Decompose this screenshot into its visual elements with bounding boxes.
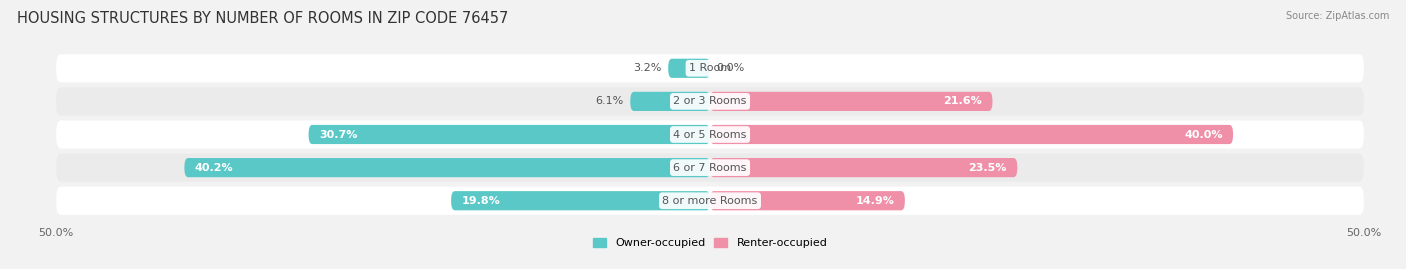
FancyBboxPatch shape <box>710 158 1018 177</box>
FancyBboxPatch shape <box>56 187 1364 215</box>
Legend: Owner-occupied, Renter-occupied: Owner-occupied, Renter-occupied <box>588 234 832 253</box>
Text: 8 or more Rooms: 8 or more Rooms <box>662 196 758 206</box>
Text: 14.9%: 14.9% <box>855 196 894 206</box>
FancyBboxPatch shape <box>710 92 993 111</box>
Text: HOUSING STRUCTURES BY NUMBER OF ROOMS IN ZIP CODE 76457: HOUSING STRUCTURES BY NUMBER OF ROOMS IN… <box>17 11 508 26</box>
FancyBboxPatch shape <box>184 158 710 177</box>
Text: 6 or 7 Rooms: 6 or 7 Rooms <box>673 162 747 173</box>
FancyBboxPatch shape <box>630 92 710 111</box>
Text: 3.2%: 3.2% <box>633 63 662 73</box>
Text: 40.2%: 40.2% <box>195 162 233 173</box>
Text: 19.8%: 19.8% <box>461 196 501 206</box>
FancyBboxPatch shape <box>56 87 1364 115</box>
FancyBboxPatch shape <box>56 154 1364 182</box>
Text: 1 Room: 1 Room <box>689 63 731 73</box>
Text: 4 or 5 Rooms: 4 or 5 Rooms <box>673 129 747 140</box>
Text: 30.7%: 30.7% <box>319 129 357 140</box>
FancyBboxPatch shape <box>308 125 710 144</box>
Text: 21.6%: 21.6% <box>943 96 981 107</box>
Text: 40.0%: 40.0% <box>1184 129 1223 140</box>
Text: Source: ZipAtlas.com: Source: ZipAtlas.com <box>1285 11 1389 21</box>
Text: 0.0%: 0.0% <box>717 63 745 73</box>
FancyBboxPatch shape <box>56 54 1364 82</box>
FancyBboxPatch shape <box>668 59 710 78</box>
FancyBboxPatch shape <box>710 191 905 210</box>
Text: 6.1%: 6.1% <box>596 96 624 107</box>
Text: 23.5%: 23.5% <box>969 162 1007 173</box>
FancyBboxPatch shape <box>710 125 1233 144</box>
Text: 2 or 3 Rooms: 2 or 3 Rooms <box>673 96 747 107</box>
FancyBboxPatch shape <box>451 191 710 210</box>
FancyBboxPatch shape <box>56 121 1364 148</box>
